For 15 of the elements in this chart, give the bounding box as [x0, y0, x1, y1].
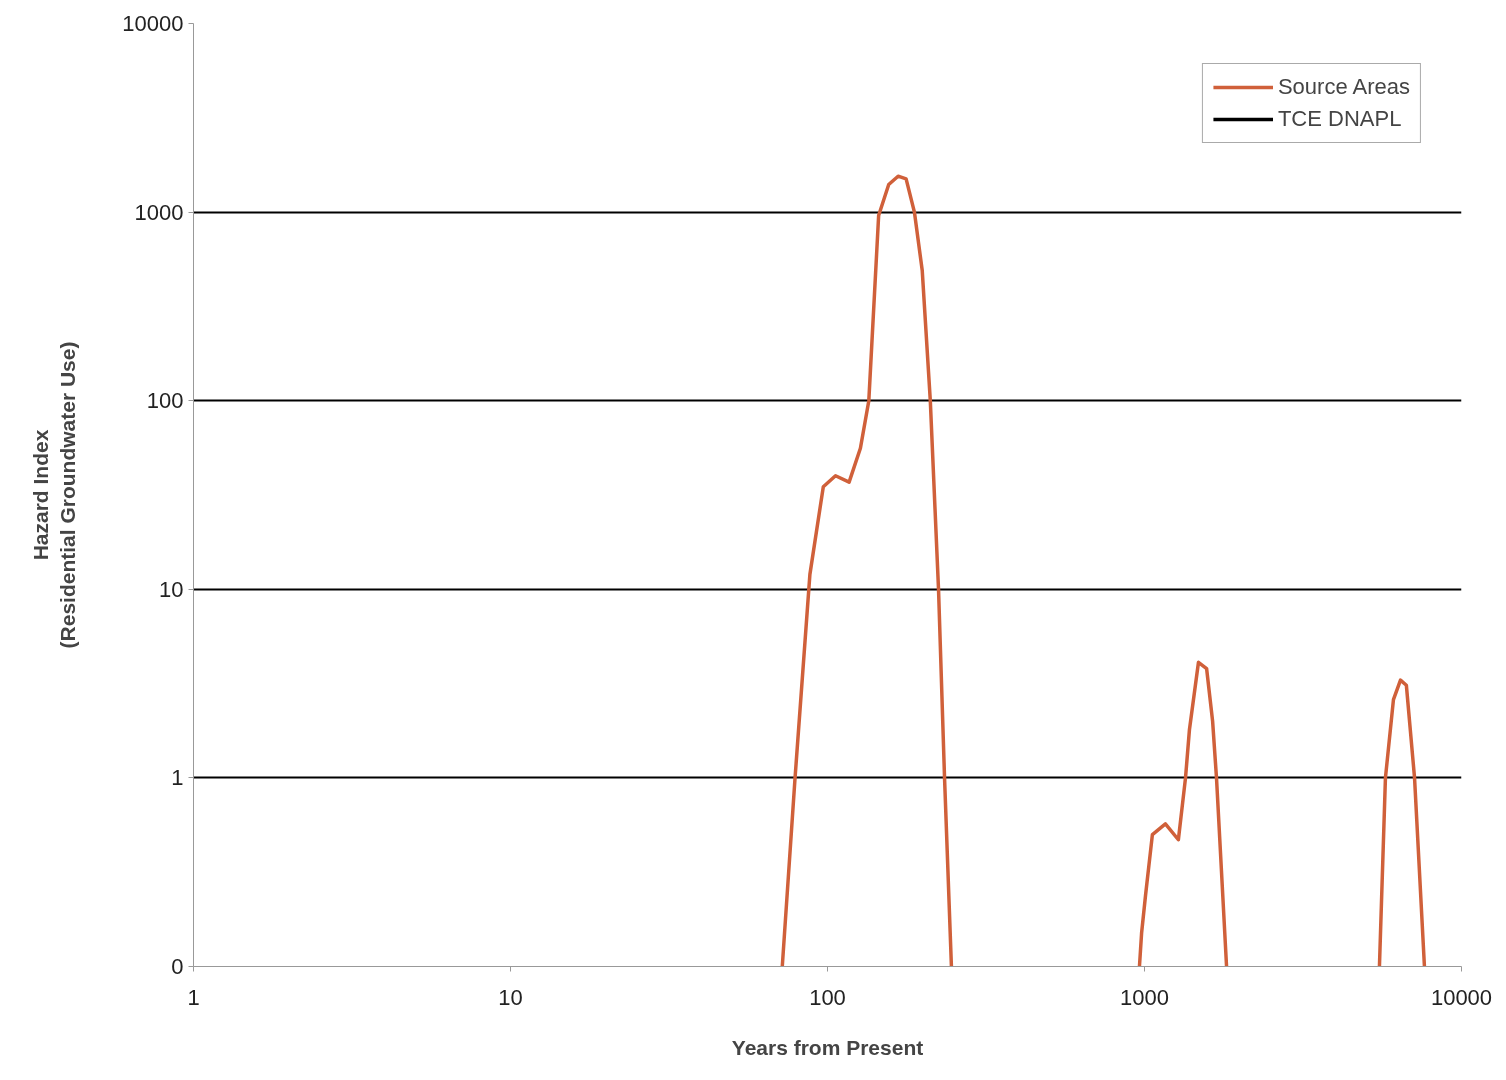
legend-label: TCE DNAPL — [1277, 106, 1402, 132]
x-tick-label: 100 — [809, 984, 846, 1010]
y-tick-label: 0 — [171, 954, 184, 979]
y-tick-label: 1 — [171, 765, 184, 791]
x-axis-title: Years from Present — [731, 1035, 924, 1059]
x-tick-label: 1000 — [1120, 984, 1169, 1010]
legend-label: Source Areas — [1277, 74, 1410, 100]
y-tick-label: 1000 — [134, 199, 184, 225]
y-tick-label: 100 — [146, 388, 184, 414]
x-tick-label: 10 — [498, 984, 523, 1010]
y-tick-label: 10000 — [122, 11, 184, 36]
y-tick-label: 10 — [159, 576, 184, 602]
y-axis-title: Hazard Index (Residential Groundwater Use) — [28, 341, 80, 649]
x-tick-label: 10000 — [1430, 984, 1493, 1010]
x-tick-label: 1 — [187, 984, 200, 1010]
